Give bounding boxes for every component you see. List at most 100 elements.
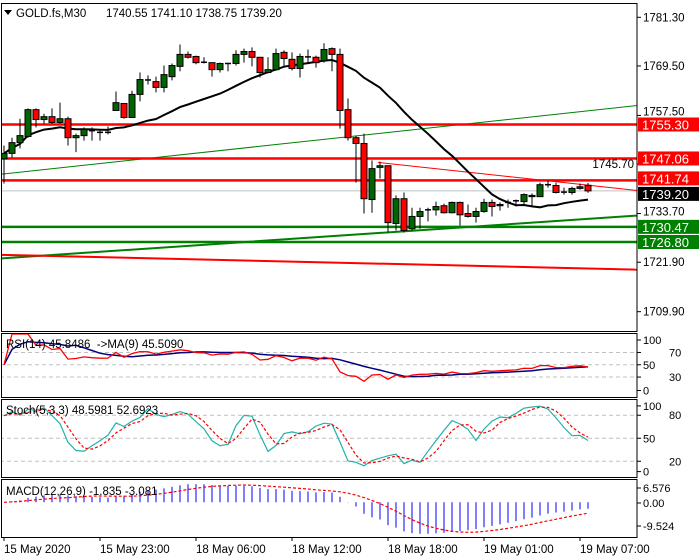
rsi-axis-tick-label: 0 — [643, 386, 649, 398]
candle[interactable] — [320, 43, 328, 63]
candle[interactable] — [136, 72, 144, 102]
candle[interactable] — [80, 127, 88, 141]
candle[interactable] — [400, 192, 408, 233]
candle[interactable] — [312, 55, 320, 68]
time-tick-label: 18 May 12:00 — [292, 544, 362, 556]
candle[interactable] — [552, 182, 560, 194]
candle[interactable] — [128, 90, 136, 118]
candle[interactable] — [56, 102, 64, 124]
candle[interactable] — [280, 50, 288, 68]
candle[interactable] — [160, 65, 168, 93]
candle-body — [184, 53, 192, 58]
candle[interactable] — [513, 199, 519, 207]
candle[interactable] — [296, 53, 304, 78]
candle[interactable] — [464, 204, 472, 218]
macd-panel[interactable] — [3, 484, 589, 534]
candle[interactable] — [89, 127, 95, 141]
candle[interactable] — [184, 51, 192, 59]
candle[interactable] — [568, 186, 576, 195]
candle[interactable] — [64, 116, 72, 146]
candle[interactable] — [496, 202, 504, 211]
candle[interactable] — [416, 207, 424, 229]
candle[interactable] — [145, 75, 151, 85]
green-trendline-upper[interactable] — [0, 105, 637, 175]
candle-body — [192, 55, 200, 64]
candle[interactable] — [408, 207, 416, 231]
macd-axis-tick-label: 0.00 — [643, 498, 664, 510]
candle[interactable] — [256, 56, 264, 78]
red-trendline-lower[interactable] — [0, 253, 637, 271]
candle[interactable] — [225, 62, 231, 72]
candle[interactable] — [448, 201, 456, 214]
candle[interactable] — [545, 180, 551, 188]
candle[interactable] — [384, 165, 392, 233]
candle[interactable] — [168, 63, 176, 81]
candle-body — [232, 53, 240, 64]
green-trendline-lower[interactable] — [0, 214, 637, 260]
candle[interactable] — [176, 44, 184, 72]
candle[interactable] — [488, 199, 496, 217]
candle[interactable] — [72, 133, 80, 153]
candle[interactable] — [576, 183, 584, 190]
candle[interactable] — [288, 52, 296, 71]
candle[interactable] — [536, 182, 544, 198]
candle-body — [152, 81, 160, 88]
candle[interactable] — [561, 187, 567, 195]
candle[interactable] — [201, 57, 207, 64]
collapse-triangle-icon[interactable] — [4, 10, 12, 15]
rsi-panel[interactable] — [0, 334, 637, 383]
candle[interactable] — [97, 130, 103, 141]
candle[interactable] — [368, 160, 376, 213]
candle[interactable] — [376, 161, 384, 179]
main-price-panel[interactable] — [0, 43, 637, 271]
stoch-axis-tick-label: 0 — [643, 467, 649, 479]
candle[interactable] — [432, 201, 440, 216]
stoch-main-line — [3, 405, 589, 467]
candle[interactable] — [584, 183, 592, 193]
candle[interactable] — [192, 55, 200, 65]
macd-label: MACD(12,26,9) -1.835 -3.081 — [6, 486, 158, 498]
candle[interactable] — [48, 108, 56, 124]
candle[interactable] — [40, 113, 48, 124]
candle[interactable] — [120, 102, 128, 119]
candle[interactable] — [344, 98, 352, 141]
stochastic-panel[interactable] — [0, 405, 637, 467]
candle[interactable] — [105, 126, 111, 135]
candle[interactable] — [352, 135, 360, 183]
candle[interactable] — [208, 62, 216, 77]
candle[interactable] — [328, 47, 336, 72]
candle[interactable] — [32, 108, 40, 128]
red-trendline-upper[interactable] — [377, 161, 637, 191]
candle[interactable] — [8, 137, 16, 158]
candle[interactable] — [456, 201, 464, 226]
rsi-axis-tick-label: 50 — [643, 360, 655, 372]
candle[interactable] — [272, 48, 280, 71]
candle[interactable] — [528, 193, 536, 207]
candle[interactable] — [520, 193, 528, 205]
candle[interactable] — [480, 198, 488, 213]
candle-body — [16, 135, 24, 144]
candle[interactable] — [16, 118, 24, 149]
candle[interactable] — [1, 145, 8, 184]
candle[interactable] — [152, 76, 160, 93]
candle-body — [328, 48, 336, 55]
candle[interactable] — [472, 207, 480, 223]
candle[interactable] — [216, 62, 224, 73]
candle-body — [448, 201, 456, 214]
candle[interactable] — [264, 57, 272, 74]
candle[interactable] — [336, 48, 344, 129]
candle[interactable] — [440, 203, 448, 214]
candle[interactable] — [240, 48, 248, 63]
candle[interactable] — [360, 133, 368, 214]
candle[interactable] — [248, 47, 256, 67]
candle[interactable] — [24, 108, 32, 138]
candle[interactable] — [232, 50, 240, 66]
candle[interactable] — [505, 199, 511, 208]
candle[interactable] — [305, 49, 311, 63]
candle-body — [56, 118, 64, 123]
candle[interactable] — [112, 91, 120, 111]
candle-body — [272, 53, 280, 71]
candle[interactable] — [392, 195, 400, 231]
candle[interactable] — [425, 207, 431, 222]
